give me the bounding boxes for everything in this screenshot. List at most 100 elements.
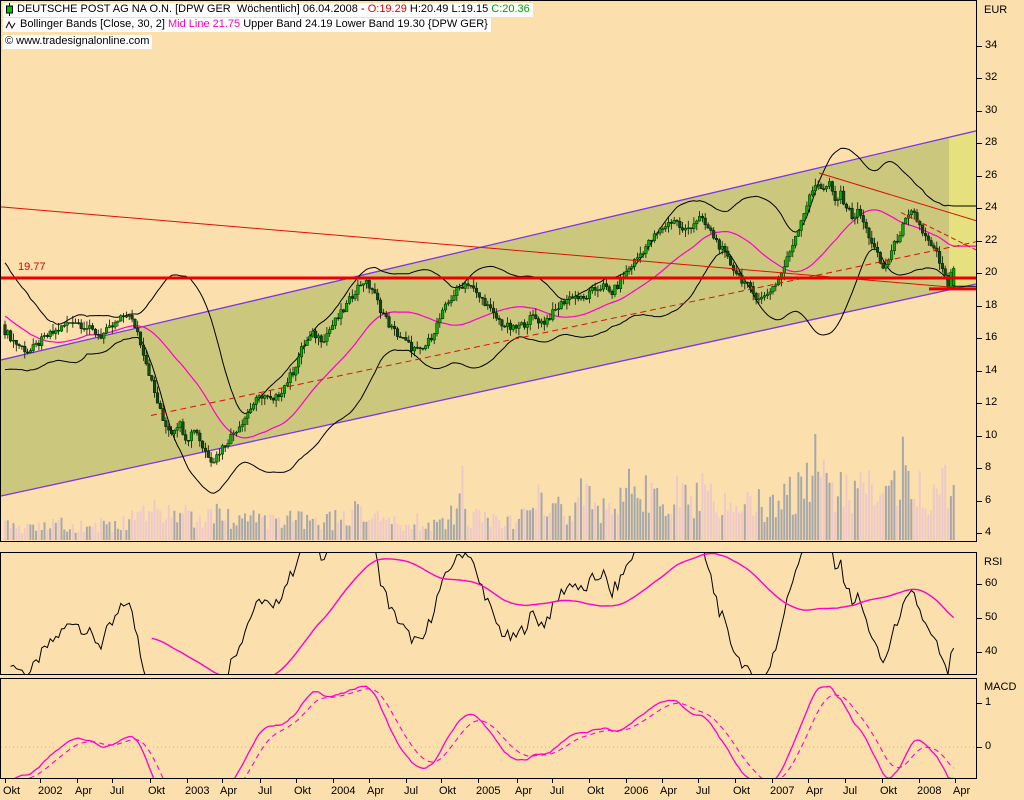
copyright-text: © www.tradesignalonline.com [5,35,150,47]
time-tick-mark [955,779,956,783]
price-tick-mark [977,111,982,112]
close-value: C:20.36 [491,3,530,15]
time-tick-label: Apr [953,785,971,797]
price-tick-label: 14 [985,364,998,376]
alert-price-label: 19.77 [18,261,46,273]
time-tick-mark [845,779,846,783]
price-tick-mark [977,371,982,372]
price-tick-mark [977,436,982,437]
time-tick-label: Jul [843,785,858,797]
time-tick-label: 2008 [917,785,942,797]
price-tick-label: 34 [985,39,998,51]
rsi-chart-canvas[interactable] [1,553,976,674]
time-tick-mark [478,779,479,783]
copyright-line: © www.tradesignalonline.com [3,35,153,49]
price-tick-mark [977,241,982,242]
band-values: Upper Band 24.19 Lower Band 19.30 {DPW G… [240,18,488,30]
price-tick-label: 4 [985,526,992,538]
time-tick-label: Apr [660,785,678,797]
macd-panel[interactable] [0,678,977,779]
instrument-title: DEUTSCHE POST AG NA O.N. [DPW GER Wöchen… [17,3,368,15]
price-tick-label: 12 [985,396,998,408]
rsi-axis-title: RSI [984,556,1003,568]
price-tick-mark [977,46,982,47]
time-tick-mark [333,779,334,783]
price-tick-mark [977,78,982,79]
time-tick-label: 2004 [331,785,356,797]
time-tick-mark [112,779,113,783]
time-tick-mark [735,779,736,783]
macd-tick-mark [977,703,982,704]
rsi-tick-label: 60 [985,577,998,589]
time-tick-label: Jul [550,785,565,797]
time-tick-mark [589,779,590,783]
volume-bars-down [4,459,949,540]
macd-chart-canvas[interactable] [1,679,976,778]
price-chart-canvas[interactable] [1,1,976,541]
macd-tick-mark [977,747,982,748]
price-tick-label: 20 [985,266,998,278]
price-tick-mark [977,306,982,307]
indicator-header: Bollinger Bands [Close, 30, 2] Mid Line … [3,18,491,32]
time-tick-label: 2003 [185,785,210,797]
price-tick-mark [977,501,982,502]
price-tick-label: 32 [985,71,998,83]
time-tick-mark [150,779,151,783]
macd-tick-label: 1 [985,696,992,708]
time-tick-mark [626,779,627,783]
macd-line [14,685,954,778]
time-tick-mark [552,779,553,783]
time-axis: Okt 2002 Apr Jul Okt 2003 Apr Jul Okt 2004 Apr Jul O… [0,779,977,800]
trendline-recent-down [818,172,976,222]
time-tick-label: 2005 [476,785,501,797]
rsi-panel[interactable] [0,552,977,675]
indicator-name: Bollinger Bands [Close, 30, 2] [20,18,168,30]
trendline-up-dashed [150,241,976,416]
time-tick-mark [222,779,223,783]
price-panel[interactable]: DEUTSCHE POST AG NA O.N. [DPW GER Wöchen… [0,0,977,542]
time-tick-mark [808,779,809,783]
candlestick-icon [5,3,14,16]
time-tick-mark [662,779,663,783]
time-tick-mark [517,779,518,783]
time-tick-label: 2002 [38,785,63,797]
time-tick-label: Apr [75,785,93,797]
time-tick-label: Apr [220,785,238,797]
price-tick-mark [977,143,982,144]
rsi-line [10,553,955,674]
rsi-tick-mark [977,618,982,619]
time-tick-label: Okt [148,785,166,797]
time-tick-label: 2006 [624,785,649,797]
time-tick-mark [698,779,699,783]
instrument-header: DEUTSCHE POST AG NA O.N. [DPW GER Wöchen… [3,3,533,17]
wave-icon [5,19,17,31]
channel-upper-line [1,130,976,361]
macd-axis-title: MACD [984,681,1017,693]
price-tick-mark [977,176,982,177]
macd-tick-label: 0 [985,740,992,752]
trendline-short-dashed [900,212,976,251]
time-tick-label: Okt [294,785,312,797]
rsi-tick-mark [977,584,982,585]
rsi-tick-label: 40 [985,645,998,657]
high-low-values: H:20.49 L:19.15 [406,3,492,15]
price-tick-label: 18 [985,299,998,311]
bollinger-mid-line [4,209,976,439]
time-tick-mark [919,779,920,783]
price-tick-mark [977,533,982,534]
time-tick-label: Apr [806,785,824,797]
time-tick-mark [40,779,41,783]
price-tick-label: 28 [985,136,998,148]
value-axis: EUR 34 32 30 28 26 24 22 20 18 16 14 12 10 8 6 4 RSI 60 50 4… [977,0,1024,800]
price-tick-mark [977,403,982,404]
midline-value: Mid Line 21.75 [167,18,241,30]
time-tick-mark [260,779,261,783]
time-tick-mark [187,779,188,783]
price-tick-mark [977,273,982,274]
price-tick-mark [977,468,982,469]
price-tick-mark [977,338,982,339]
rsi-smoothed-line [151,553,955,674]
time-tick-label: Jul [404,785,419,797]
time-tick-label: Okt [439,785,457,797]
